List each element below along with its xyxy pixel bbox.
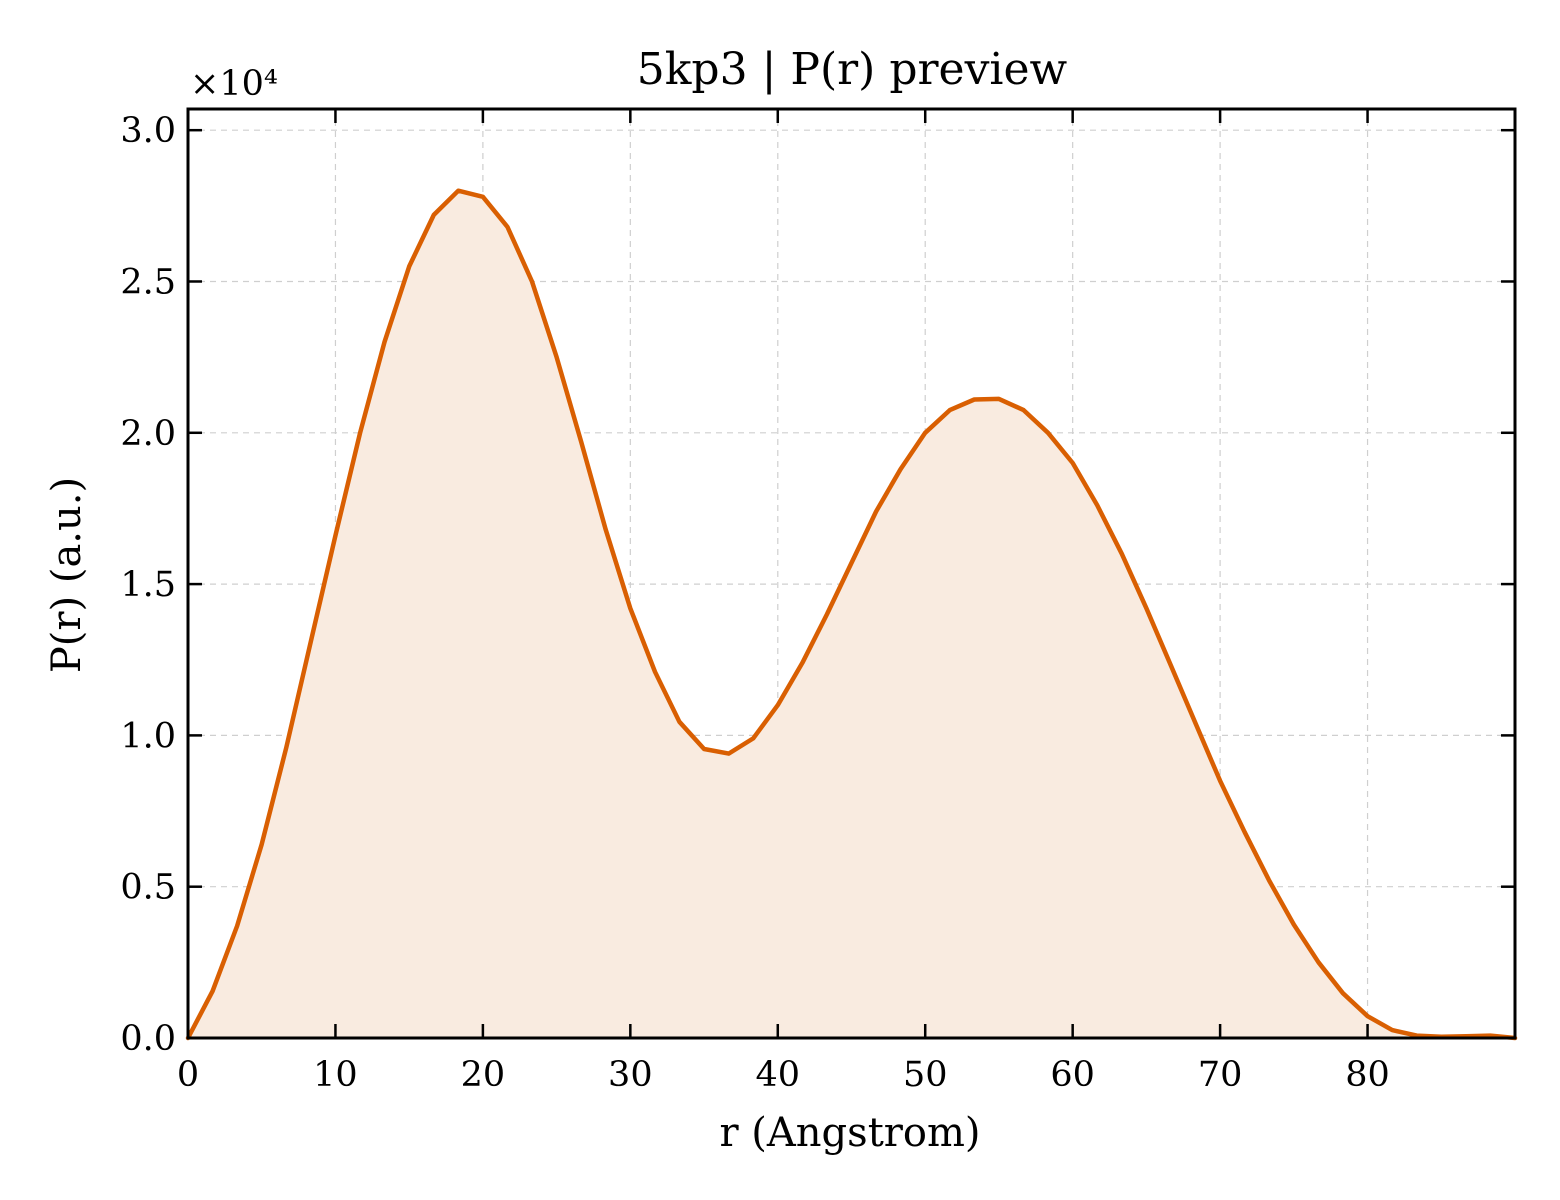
x-axis-label: r (Angstrom) — [719, 1110, 980, 1156]
x-tick-label: 60 — [1050, 1055, 1095, 1095]
pr-curve-line — [185, 188, 1518, 1041]
y-tick-label: 2.5 — [120, 262, 176, 302]
y-tick-label: 2.0 — [120, 414, 176, 454]
x-tick-label: 50 — [903, 1055, 948, 1095]
x-tick-label: 10 — [313, 1055, 358, 1095]
y-tick-label: 1.5 — [120, 565, 176, 605]
x-tick-label: 80 — [1345, 1055, 1390, 1095]
ticks — [186, 109, 1515, 1040]
y-offset-label: ×10⁴ — [190, 64, 278, 104]
x-tick-label: 30 — [608, 1055, 653, 1095]
chart-title: 5kp3 | P(r) preview — [637, 44, 1068, 95]
x-tick-label: 40 — [756, 1055, 801, 1095]
plot-frame — [186, 107, 1517, 1040]
x-tick-label: 0 — [177, 1055, 199, 1095]
x-tick-label: 70 — [1198, 1055, 1243, 1095]
y-tick-label: 0.0 — [120, 1019, 176, 1059]
pr-area-fill — [188, 190, 1515, 1038]
y-tick-label: 3.0 — [120, 111, 176, 151]
x-tick-label: 20 — [461, 1055, 506, 1095]
y-tick-label: 1.0 — [120, 716, 176, 756]
y-axis-label: P(r) (a.u.) — [44, 477, 90, 673]
y-tick-label: 0.5 — [120, 868, 176, 908]
tick-labels: 0 10 20 30 40 50 60 70 80 0.0 0.5 1.0 1.5 2.0 2.5 3.0 — [120, 111, 1390, 1095]
